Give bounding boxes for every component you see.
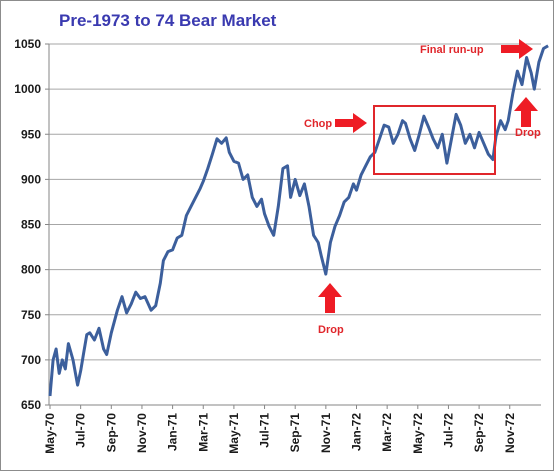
x-tick-label: Nov-72 bbox=[503, 413, 517, 453]
arrow-final-run-up bbox=[501, 39, 533, 59]
series-line bbox=[48, 44, 549, 397]
x-tick-label: Jul-72 bbox=[441, 413, 455, 448]
x-tick-label: Nov-71 bbox=[319, 413, 333, 453]
annotation-drop-nov71: Drop bbox=[318, 324, 344, 336]
y-tick-label: 950 bbox=[21, 127, 41, 141]
x-tick-label: Sep-71 bbox=[288, 413, 302, 453]
x-tick-label: Sep-72 bbox=[472, 413, 486, 453]
annotation-drop-nov72: Drop bbox=[515, 127, 541, 139]
chart-title: Pre-1973 to 74 Bear Market bbox=[59, 11, 277, 30]
arrow-chop bbox=[335, 113, 367, 133]
x-tick-label: Jan-71 bbox=[166, 413, 180, 451]
y-tick-label: 800 bbox=[21, 263, 41, 277]
x-tick-label: Sep-70 bbox=[104, 413, 118, 453]
y-tick-label: 700 bbox=[21, 353, 41, 367]
x-tick-label: May-70 bbox=[43, 413, 57, 454]
annotation-final-run-up: Final run-up bbox=[420, 44, 484, 56]
y-axis-ticks: 650 700 750 800 850 900 950 1000 1050 bbox=[14, 37, 49, 412]
arrow-drop-nov71 bbox=[318, 283, 342, 313]
annotation-chop: Chop bbox=[304, 118, 332, 130]
x-tick-label: Jan-72 bbox=[350, 413, 364, 451]
y-tick-label: 1050 bbox=[14, 37, 41, 51]
x-tick-label: May-72 bbox=[411, 413, 425, 454]
x-tick-label: May-71 bbox=[227, 413, 241, 454]
gridlines bbox=[49, 43, 541, 361]
x-tick-label: Jul-71 bbox=[258, 413, 272, 448]
arrow-drop-nov72 bbox=[514, 97, 538, 127]
y-tick-label: 1000 bbox=[14, 82, 41, 96]
x-tick-label: Mar-72 bbox=[380, 413, 394, 452]
x-axis-ticks: May-70 Jul-70 Sep-70 Nov-70 Jan-71 Mar-71 May-… bbox=[43, 405, 517, 454]
x-tick-label: Jul-70 bbox=[74, 413, 88, 448]
y-tick-label: 850 bbox=[21, 218, 41, 232]
y-tick-label: 750 bbox=[21, 308, 41, 322]
x-tick-label: Nov-70 bbox=[135, 413, 149, 453]
annotation-arrows bbox=[318, 39, 538, 313]
chop-box bbox=[373, 105, 496, 175]
y-tick-label: 650 bbox=[21, 398, 41, 412]
y-tick-label: 900 bbox=[21, 172, 41, 186]
x-tick-label: Mar-71 bbox=[196, 413, 210, 452]
